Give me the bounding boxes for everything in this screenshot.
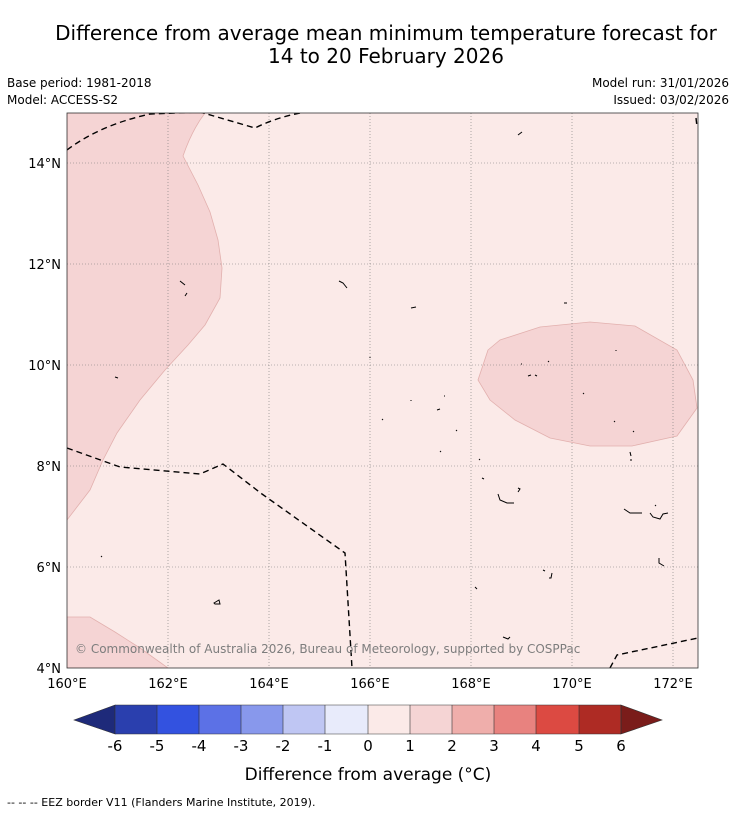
colorbar-swatch	[368, 705, 410, 734]
colorbar-swatch	[199, 705, 241, 734]
issued-date: Issued: 03/02/2026	[613, 93, 729, 107]
colorbar-swatch	[494, 705, 536, 734]
lat-label: 12°N	[28, 258, 61, 273]
lon-label: 168°E	[451, 677, 491, 692]
colorbar-swatch	[579, 705, 621, 734]
colorbar-tick: 4	[531, 737, 541, 755]
anomaly-region-southwest	[67, 616, 169, 668]
colorbar-swatch	[410, 705, 452, 734]
colorbar-tick: -2	[276, 737, 291, 755]
colorbar-swatch	[115, 705, 157, 734]
lon-label: 160°E	[47, 677, 87, 692]
colorbar-tick: 5	[574, 737, 584, 755]
colorbar-tick: -3	[234, 737, 249, 755]
anomaly-region-east	[477, 321, 698, 447]
model-run: Model run: 31/01/2026	[591, 76, 729, 90]
colorbar-tick: 2	[447, 737, 457, 755]
colorbar-swatch	[283, 705, 325, 734]
map-frame	[66, 112, 699, 669]
lat-label: 8°N	[37, 460, 62, 475]
islands	[100, 131, 669, 640]
longitude-labels: 160°E 162°E 164°E 166°E 168°E 170°E 172°…	[47, 677, 693, 692]
eez-borders	[67, 113, 698, 668]
colorbar-label: Difference from average (°C)	[245, 765, 492, 785]
eez-legend-footer: -- -- -- EEZ border V11 (Flanders Marine…	[7, 796, 316, 809]
lat-label: 4°N	[37, 662, 62, 677]
colorbar-tick: -5	[150, 737, 165, 755]
lon-label: 172°E	[653, 677, 693, 692]
lon-label: 166°E	[350, 677, 390, 692]
graticule	[67, 113, 698, 668]
lon-label: 162°E	[148, 677, 188, 692]
lat-label: 14°N	[28, 157, 61, 172]
colorbar-swatch	[452, 705, 494, 734]
lat-label: 10°N	[28, 359, 61, 374]
colorbar-tick: 3	[489, 737, 499, 755]
colorbar: -6 -5 -4 -3 -2 -1 0 1 2 3 4 5 6 Differen…	[73, 704, 663, 785]
colorbar-tick: 0	[363, 737, 373, 755]
meta-left: Base period: 1981-2018 Model: ACCESS-S2	[7, 75, 152, 109]
colorbar-swatch	[157, 705, 199, 734]
colorbar-tick: -4	[192, 737, 207, 755]
base-period: Base period: 1981-2018	[7, 76, 152, 90]
latitude-labels: 14°N 12°N 10°N 8°N 6°N 4°N	[28, 157, 61, 677]
title-line-2: 14 to 20 February 2026	[268, 44, 504, 68]
colorbar-high-arrow	[620, 704, 663, 735]
model-name: Model: ACCESS-S2	[7, 93, 119, 107]
meta-right: Model run: 31/01/2026 Issued: 03/02/2026	[592, 75, 729, 109]
copyright-text: © Commonwealth of Australia 2026, Bureau…	[75, 642, 580, 656]
anomaly-region-west	[67, 113, 223, 521]
colorbar-low-arrow	[73, 704, 116, 735]
colorbar-swatch	[325, 705, 368, 734]
title-line-1: Difference from average mean minimum tem…	[55, 21, 717, 45]
lon-label: 164°E	[249, 677, 289, 692]
lat-label: 6°N	[37, 561, 62, 576]
colorbar-swatch	[536, 705, 579, 734]
colorbar-tick: 6	[616, 737, 626, 755]
lon-label: 170°E	[552, 677, 592, 692]
colorbar-tick: -1	[318, 737, 333, 755]
colorbar-tick: 1	[405, 737, 415, 755]
colorbar-swatch	[241, 705, 283, 734]
map-title: Difference from average mean minimum tem…	[0, 22, 736, 68]
colorbar-tick: -6	[108, 737, 123, 755]
